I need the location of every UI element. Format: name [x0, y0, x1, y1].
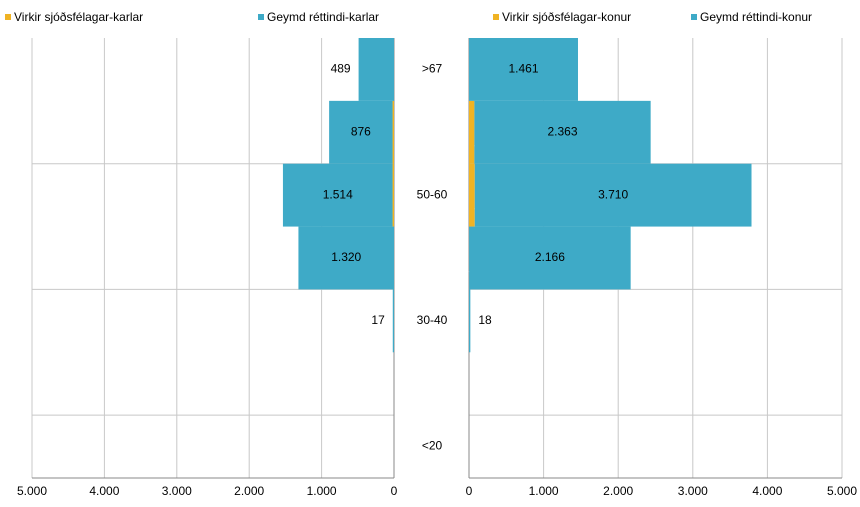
data-label: 1.320 — [331, 250, 361, 264]
data-label: 3.710 — [598, 187, 628, 201]
legend-label: Virkir sjóðsfélagar-konur — [502, 10, 631, 24]
x-tick-label: 5.000 — [17, 484, 47, 498]
x-tick-label: 4.000 — [752, 484, 782, 498]
data-label: 18 — [478, 313, 492, 327]
bar — [393, 101, 394, 164]
legend-label: Virkir sjóðsfélagar-karlar — [14, 10, 143, 24]
legend-swatch — [258, 14, 264, 20]
bar — [469, 289, 470, 352]
category-label: 30-40 — [417, 313, 448, 327]
bar — [359, 38, 394, 101]
data-label: 876 — [351, 124, 371, 138]
x-tick-label: 3.000 — [678, 484, 708, 498]
x-tick-label: 1.000 — [529, 484, 559, 498]
x-tick-label: 1.000 — [307, 484, 337, 498]
data-label: 17 — [371, 313, 385, 327]
data-label: 2.363 — [547, 124, 577, 138]
bar — [469, 101, 474, 164]
data-label: 489 — [331, 62, 351, 76]
category-label: 50-60 — [417, 187, 448, 201]
legend-swatch — [5, 14, 11, 20]
x-tick-label: 5.000 — [827, 484, 857, 498]
x-tick-label: 2.000 — [234, 484, 264, 498]
legend-label: Geymd réttindi-konur — [700, 10, 812, 24]
legend-label: Geymd réttindi-karlar — [267, 10, 379, 24]
bar — [469, 164, 475, 227]
category-label: >67 — [422, 62, 443, 76]
legend-swatch — [493, 14, 499, 20]
data-label: 2.166 — [535, 250, 565, 264]
x-tick-label: 0 — [466, 484, 473, 498]
x-tick-label: 2.000 — [603, 484, 633, 498]
bar — [393, 289, 394, 352]
x-tick-label: 4.000 — [89, 484, 119, 498]
data-label: 1.461 — [508, 62, 538, 76]
x-tick-label: 3.000 — [162, 484, 192, 498]
category-label: <20 — [422, 439, 443, 453]
data-label: 1.514 — [323, 187, 353, 201]
legend-swatch — [691, 14, 697, 20]
bar — [393, 164, 394, 227]
x-tick-label: 0 — [391, 484, 398, 498]
